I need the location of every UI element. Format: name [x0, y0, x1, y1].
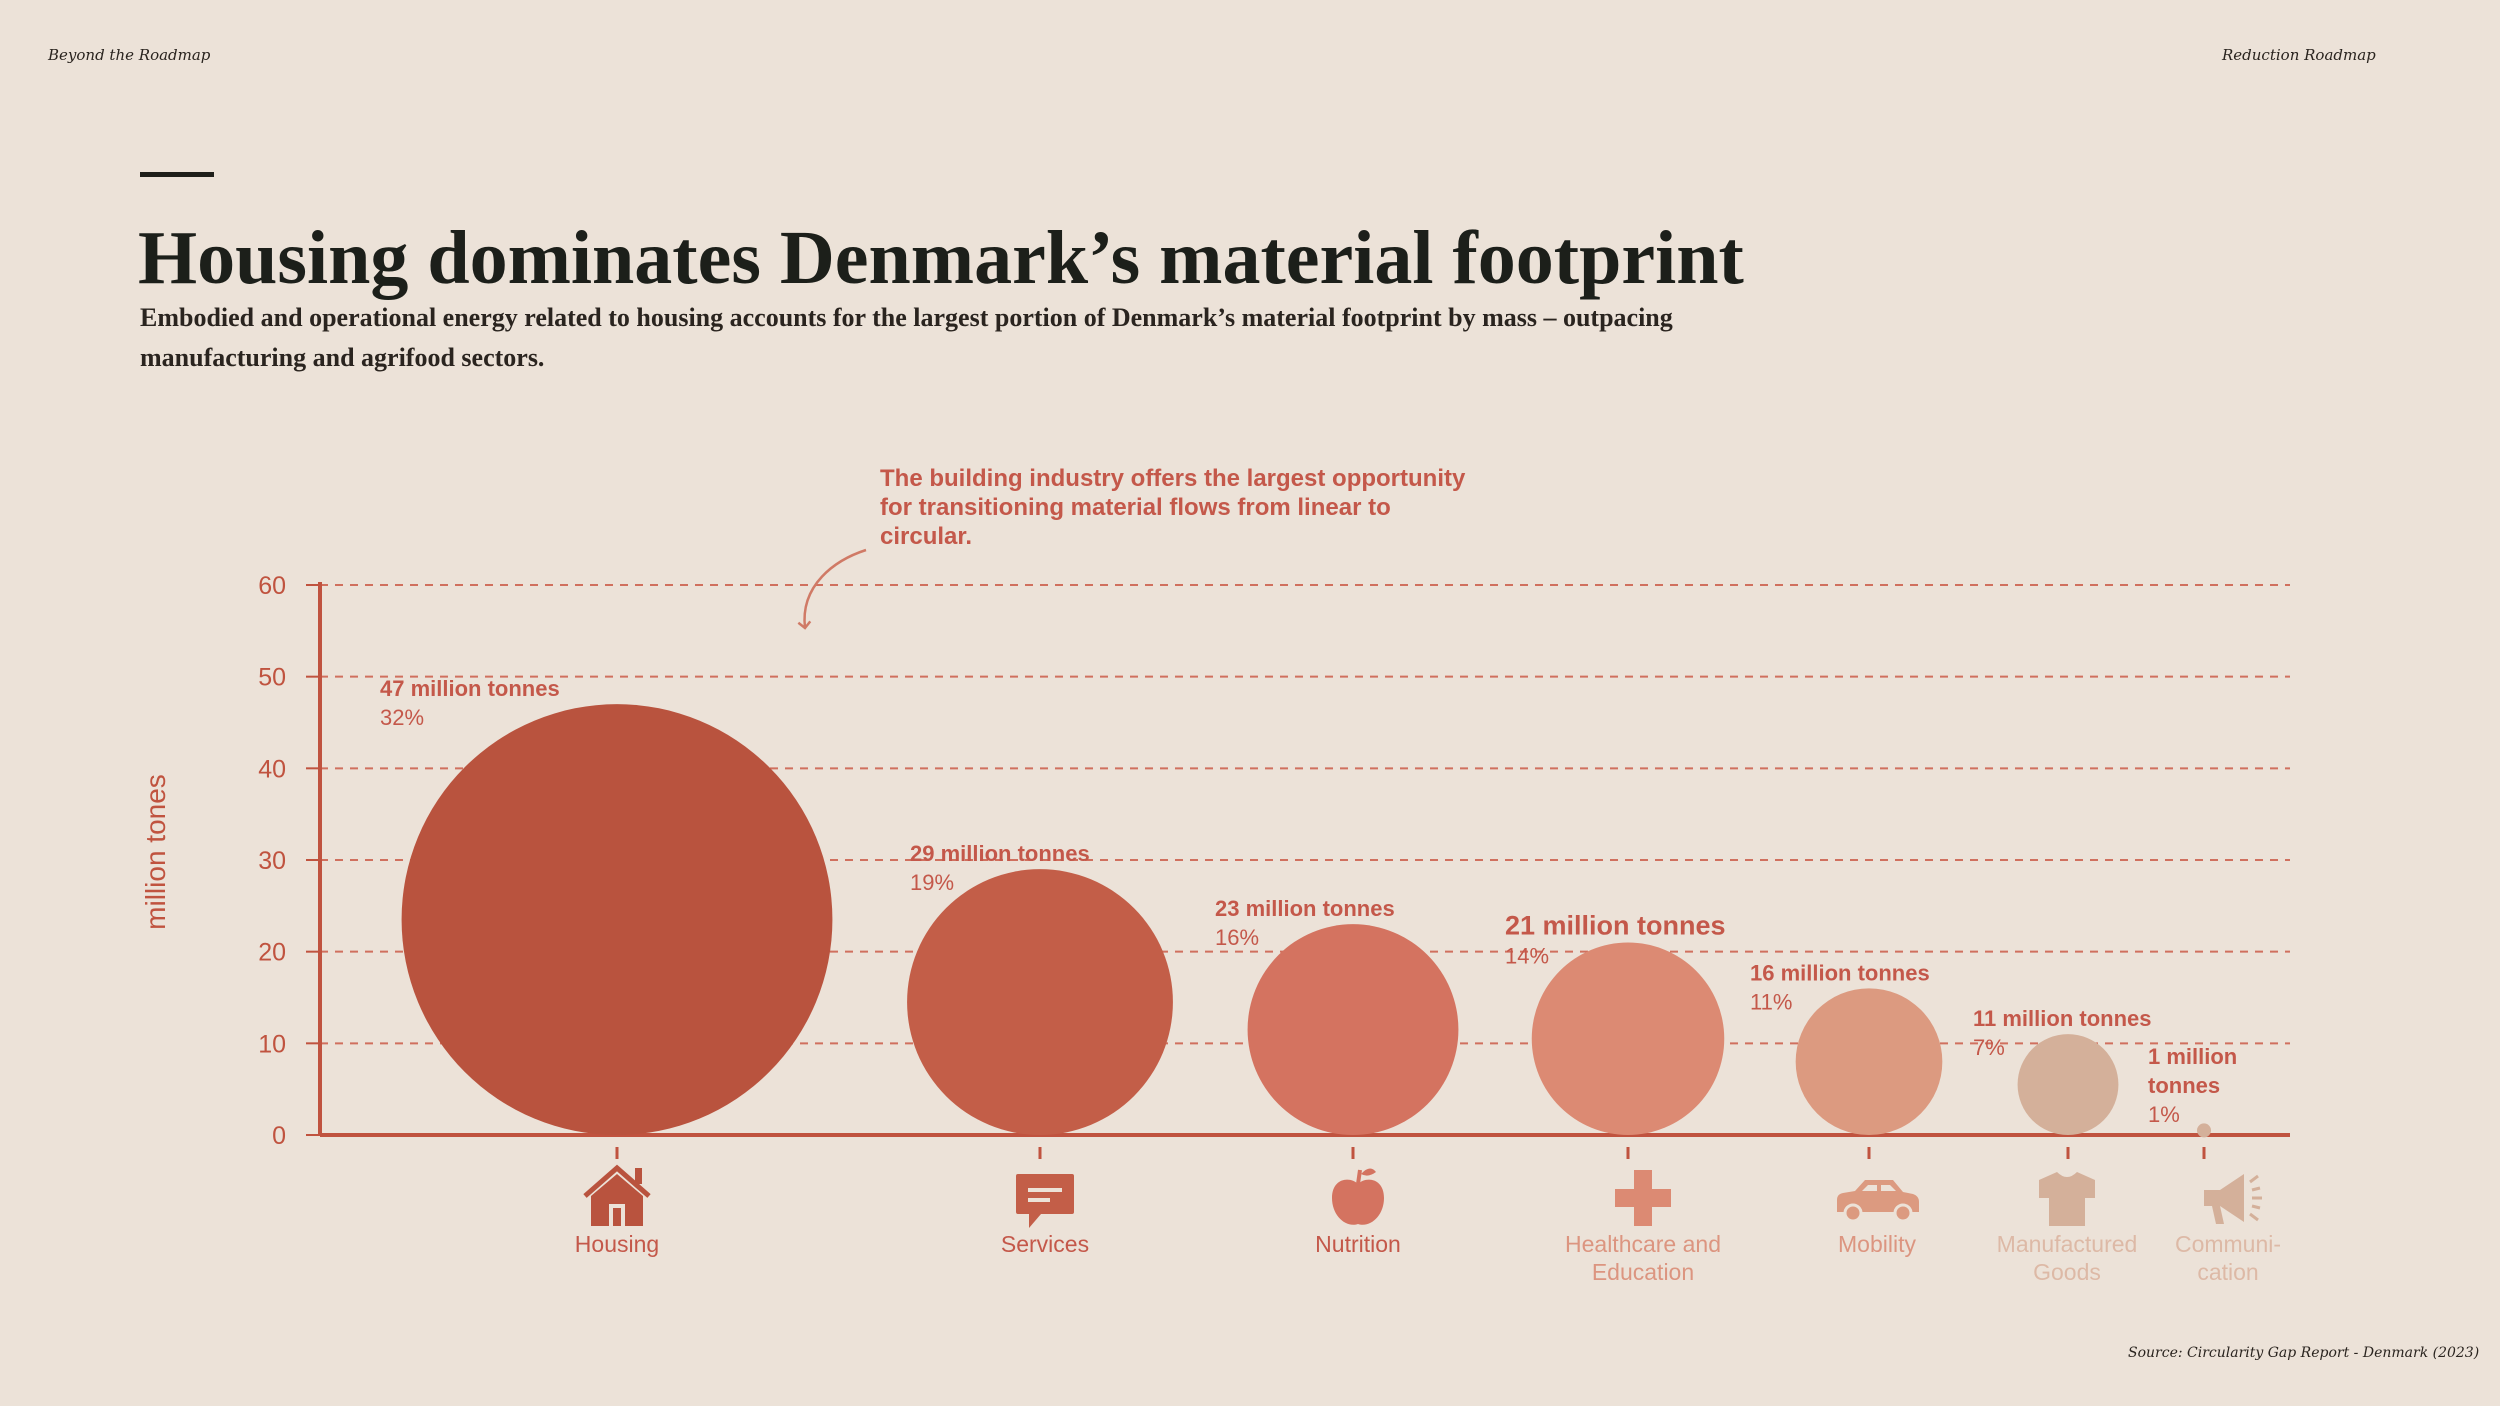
page-subtitle: Embodied and operational energy related …: [140, 303, 1673, 372]
category-label: Services: [1001, 1231, 1089, 1257]
value-label: 29 million tonnes: [910, 841, 1090, 866]
y-tick-label: 20: [258, 939, 286, 967]
value-label: 23 million tonnes: [1215, 896, 1395, 921]
category-label: Mobility: [1838, 1231, 1916, 1257]
share-label: 32%: [380, 705, 424, 730]
house-icon: [583, 1164, 651, 1226]
megaphone-icon: [2204, 1174, 2262, 1224]
y-tick-label: 60: [258, 572, 286, 600]
bubble-4: [1531, 942, 1725, 1135]
category-label: Housing: [575, 1231, 659, 1257]
shirt-icon: [2039, 1172, 2095, 1226]
y-tick-label: 40: [258, 755, 286, 783]
callout-text: The building industry offers the largest…: [880, 465, 1466, 550]
share-label: 16%: [1215, 925, 1259, 950]
bubble-2: [907, 869, 1173, 1135]
header-right-text: Reduction Roadmap: [2222, 46, 2376, 64]
share-label: 11%: [1750, 989, 1792, 1014]
bubble-6: [2017, 1034, 2119, 1136]
car-icon: [1837, 1180, 1919, 1223]
bubble-7: [2197, 1123, 2211, 1138]
cross-icon: [1615, 1170, 1671, 1226]
share-label: 19%: [910, 870, 954, 895]
category-label: Communi-cation: [2175, 1231, 2281, 1285]
y-tick-label: 0: [272, 1122, 286, 1150]
value-label: 16 million tonnes: [1750, 960, 1930, 985]
y-axis-label: million tones: [140, 774, 171, 930]
header-left-text: Beyond the Roadmap: [48, 46, 211, 64]
y-tick-label: 10: [258, 1030, 286, 1058]
share-label: 1%: [2148, 1102, 2180, 1127]
bubble-5: [1795, 988, 1943, 1135]
apple-icon: [1332, 1168, 1384, 1225]
share-label: 7%: [1973, 1035, 2005, 1060]
share-label: 14%: [1505, 944, 1549, 969]
y-tick-label: 50: [258, 664, 286, 692]
y-tick-label: 30: [258, 847, 286, 875]
bubble-3: [1247, 924, 1459, 1135]
page-title: Housing dominates Denmark’s material foo…: [138, 216, 1744, 300]
category-label: Manufactured Goods: [1997, 1231, 2138, 1285]
value-label: 47 million tonnes: [380, 676, 560, 701]
callout-arrow: [797, 548, 867, 630]
bubble-1: [401, 704, 833, 1135]
value-label: 21 million tonnes: [1505, 911, 1726, 941]
title-accent-rule: [140, 172, 214, 177]
value-label: 1 million tonnes: [2148, 1044, 2237, 1098]
category-label: Nutrition: [1315, 1231, 1401, 1257]
chat-icon: [1016, 1174, 1074, 1228]
category-label: Healthcare and Education: [1565, 1231, 1721, 1285]
source-note: Source: Circularity Gap Report - Denmark…: [2128, 1345, 2480, 1361]
value-label: 11 million tonnes: [1973, 1006, 2151, 1031]
